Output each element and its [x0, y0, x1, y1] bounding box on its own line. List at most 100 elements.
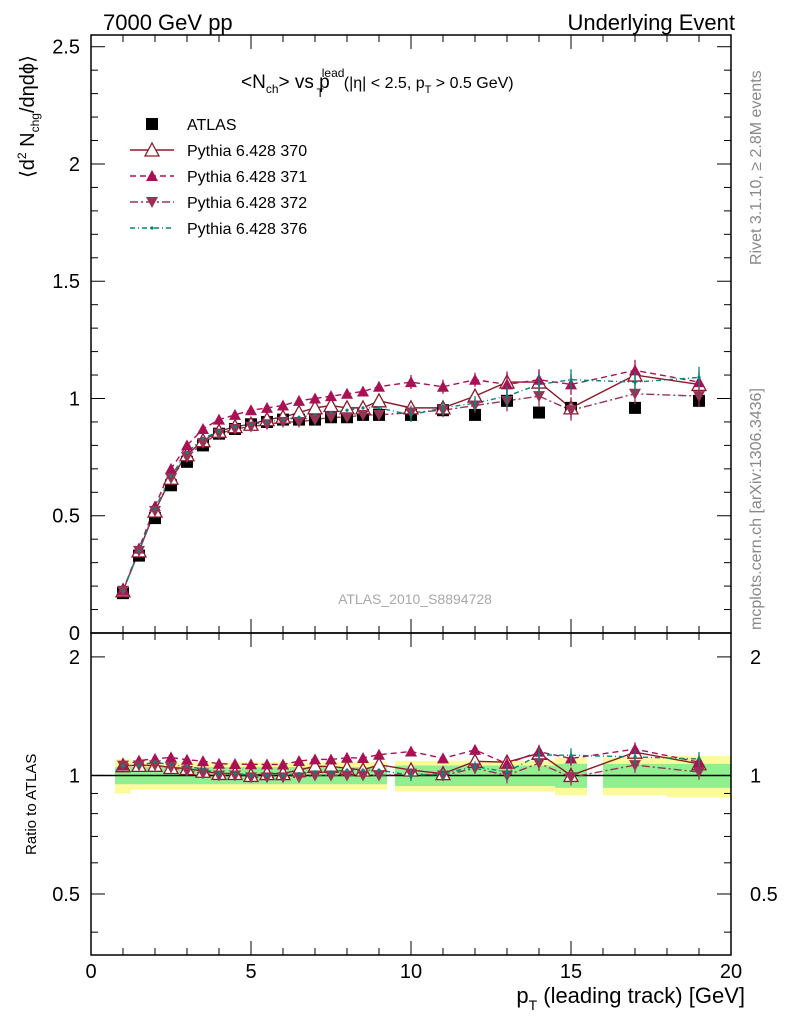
mc371-data-point: [261, 401, 273, 413]
mc376-data-point: [441, 772, 445, 776]
mc371-data-point: [373, 748, 385, 760]
mc376-data-point: [265, 420, 269, 424]
mc372-data-point: [146, 197, 158, 208]
mc376-data-point: [313, 413, 317, 417]
mc376-data-point: [121, 764, 125, 768]
y-axis-label: ⟨d2 Nchg/dηdϕ⟩: [15, 55, 42, 178]
title-cut2: > 0.5 GeV): [431, 75, 513, 92]
mc370-data-point: [370, 392, 388, 408]
mc376-data-point: [169, 763, 173, 767]
mc376-data-point: [153, 507, 157, 511]
mc376-data-point: [409, 773, 413, 778]
mc372-data-point: [213, 428, 225, 440]
mc376-data-point: [633, 380, 637, 384]
mc372-data-point: [693, 391, 705, 403]
mc376-data-point: [137, 549, 141, 553]
mc371-data-point: [405, 376, 417, 388]
mc376-data-point: [441, 406, 445, 410]
mc371-data-point: [437, 752, 449, 764]
mc372-data-point: [149, 506, 161, 518]
x-tick-label: 0: [85, 961, 96, 983]
mc371-data-point: [229, 758, 241, 770]
ratio-y-tick-label-left: 2: [69, 647, 80, 669]
mc376-data-point: [377, 768, 381, 772]
mc376-data-point: [697, 757, 701, 761]
mc376-data-point: [265, 773, 269, 778]
mc371-data-point: [357, 751, 369, 763]
mc376-data-point: [569, 378, 573, 382]
mc372-data-point: [197, 438, 209, 450]
mc376-data-point: [137, 763, 141, 767]
plot-title: <Nch> vs plead T(|η| < 2.5, pT > 0.5 GeV): [241, 66, 514, 100]
mc376-data-point: [249, 773, 253, 778]
x-tick-label: 10: [400, 961, 422, 983]
mc376-data-point: [409, 413, 413, 417]
mc376-data-point: [633, 755, 637, 759]
mc376-data-point: [345, 408, 349, 412]
mc372-data-point: [533, 391, 545, 403]
ratio-y-tick-label-right: 0.5: [750, 884, 778, 906]
mc371-data-point: [469, 743, 481, 755]
ylabel-a: ⟨d: [17, 159, 39, 178]
mc376-data-point: [233, 425, 237, 429]
mc371-data-point: [197, 422, 209, 434]
mc376-data-point: [361, 768, 365, 772]
header-left: 7000 GeV pp: [103, 10, 233, 35]
legend: ATLAS Pythia 6.428 370 Pythia 6.428 371 Pyt…: [130, 117, 307, 238]
mc376-data-point: [377, 406, 381, 410]
legend-label: ATLAS: [187, 117, 237, 134]
mc372-data-point: [565, 405, 577, 417]
mc372-data-point: [293, 772, 305, 784]
title-lead: lead: [322, 66, 345, 80]
mc376-data-point: [473, 764, 477, 769]
mc372-data-point: [325, 412, 337, 424]
axes: 0 5 10 15 20 0 0.5 1 1.5 2 2.5 0.5 0.5 1 1 2 2: [52, 35, 778, 983]
mc376-data-point: [297, 771, 301, 776]
title-n: N: [252, 72, 266, 93]
mc376-data-point: [217, 429, 221, 433]
mc376-data-point: [569, 753, 573, 757]
ratio-y-tick-label-left: 1: [69, 765, 80, 787]
mc372-data-point: [629, 760, 641, 772]
mc372-data-point: [373, 409, 385, 421]
ratio-y-tick-label-left: 0.5: [52, 884, 80, 906]
mc371-data-point: [277, 399, 289, 411]
mc372-data-point: [165, 473, 177, 485]
y-tick-label: 1: [69, 388, 80, 410]
mc376-data-point: [185, 764, 189, 768]
mc372-data-point: [341, 770, 353, 782]
mc372-data-point: [565, 772, 577, 784]
mc371-data-point: [357, 385, 369, 397]
mc372-data-point: [261, 772, 273, 784]
mc372-data-point: [181, 765, 193, 777]
mc372-data-point: [277, 416, 289, 428]
mc371-data-point: [181, 753, 193, 765]
mc372-data-point: [229, 423, 241, 435]
mc376-data-point: [169, 474, 173, 478]
mc372-data-point: [341, 412, 353, 424]
mc371-data-point: [245, 758, 257, 770]
mc376-data-point: [121, 589, 125, 593]
mc376-data-point: [201, 767, 205, 771]
mc372-data-point: [629, 388, 641, 400]
title-cut: (|η| < 2.5, p: [344, 75, 425, 92]
mc371-data-point: [325, 390, 337, 402]
mcplots-label: mcplots.cern.ch [arXiv:1306.3436]: [748, 388, 765, 630]
title-cut-T: T: [425, 84, 432, 96]
mc376-data-point: [361, 406, 365, 410]
mc376-data-point: [505, 394, 509, 398]
legend-label: Pythia 6.428 376: [187, 221, 307, 238]
mc376-data-point: [345, 768, 349, 772]
mc372-data-point: [309, 414, 321, 426]
mc371-data-point: [261, 758, 273, 770]
mc371-data-point: [277, 758, 289, 770]
mc371-data-point: [309, 392, 321, 404]
y-tick-label: 1.5: [52, 271, 80, 293]
mc376-data-point: [281, 417, 285, 422]
title-vs: > vs p: [279, 72, 330, 93]
mc376-data-point: [185, 450, 189, 455]
header-right: Underlying Event: [567, 10, 735, 35]
y-tick-label: 0: [69, 623, 80, 645]
mc371-data-point: [501, 757, 513, 769]
